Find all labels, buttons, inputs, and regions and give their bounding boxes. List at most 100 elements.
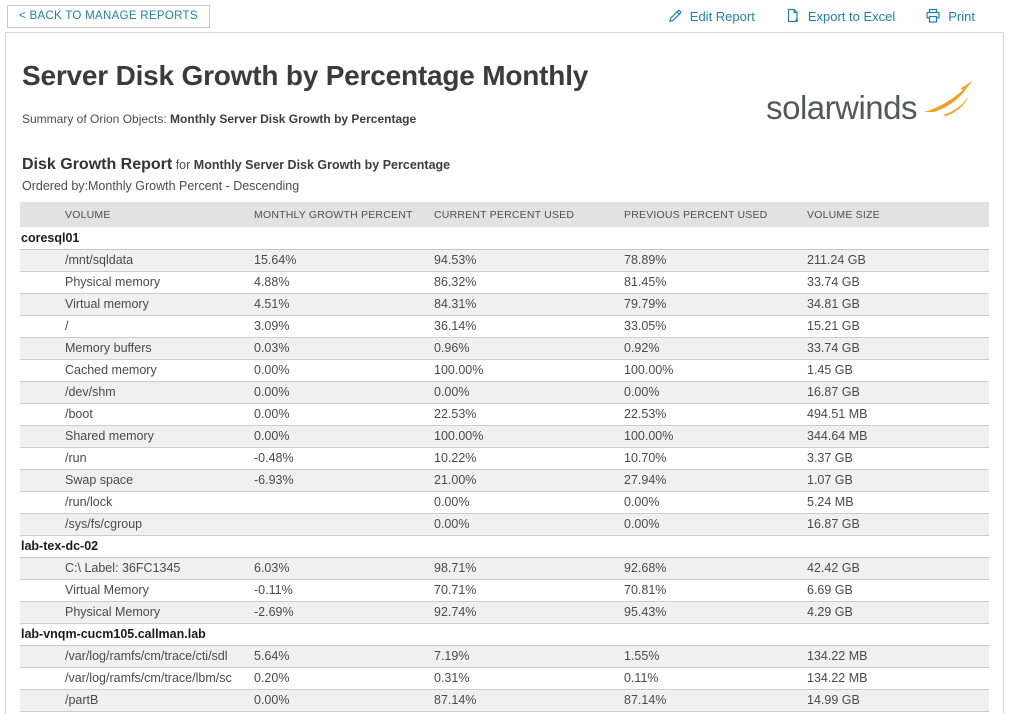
volume-size-cell: 4.29 GB — [807, 605, 853, 619]
previous-used-cell: 0.00% — [624, 517, 660, 531]
volume-cell: /sys/fs/cgroup — [65, 517, 143, 531]
table-row: Memory buffers 0.03% 0.96% 0.92% 33.74 GB — [20, 337, 989, 359]
previous-used-cell: 33.05% — [624, 319, 667, 333]
volume-size-cell: 6.69 GB — [807, 583, 853, 597]
current-used-cell: 100.00% — [434, 363, 484, 377]
monthly-growth-cell: 6.03% — [254, 561, 290, 575]
previous-used-cell: 92.68% — [624, 561, 667, 575]
group-name: coresql01 — [21, 230, 80, 245]
monthly-growth-cell: 0.00% — [254, 429, 290, 443]
summary-value: Monthly Server Disk Growth by Percentage — [170, 112, 417, 126]
pencil-icon — [667, 8, 683, 24]
current-used-cell: 94.53% — [434, 253, 477, 267]
export-to-excel-link[interactable]: Export to Excel — [785, 8, 895, 24]
monthly-growth-cell: 0.00% — [254, 385, 290, 399]
monthly-growth-cell: 0.03% — [254, 341, 290, 355]
volume-cell: /boot — [65, 407, 93, 421]
table-row: /mnt/sqldata 15.64% 94.53% 78.89% 211.24 GB — [20, 249, 989, 271]
section-for: for — [172, 158, 194, 172]
column-header: VOLUME SIZE — [807, 202, 989, 227]
current-used-cell: 21.00% — [434, 473, 477, 487]
summary-line: Summary of Orion Objects: Monthly Server… — [22, 112, 989, 126]
top-toolbar: < BACK TO MANAGE REPORTS Edit Report Exp… — [0, 0, 1009, 32]
volume-cell: Virtual memory — [65, 297, 149, 311]
previous-used-cell: 0.11% — [624, 671, 659, 685]
volume-cell: Physical Memory — [65, 605, 161, 619]
monthly-growth-cell: -6.93% — [254, 473, 294, 487]
edit-report-link[interactable]: Edit Report — [667, 8, 755, 24]
table-header-row: VOLUME MONTHLY GROWTH PERCENT CURRENT PERC… — [20, 202, 989, 227]
volume-size-cell: 134.22 MB — [807, 649, 868, 663]
table-row: Virtual memory 4.51% 84.31% 79.79% 34.81 GB — [20, 293, 989, 315]
table-row: Shared memory 0.00% 100.00% 100.00% 344.64 M… — [20, 425, 989, 447]
previous-used-cell: 27.94% — [624, 473, 667, 487]
print-label: Print — [948, 8, 975, 24]
table-row: Swap space -6.93% 21.00% 27.94% 1.07 GB — [20, 469, 989, 491]
table-row: /partB 0.00% 87.14% 87.14% 14.99 GB — [20, 689, 989, 711]
current-used-cell: 7.19% — [434, 649, 470, 663]
monthly-growth-cell: 5.64% — [254, 649, 290, 663]
previous-used-cell: 79.79% — [624, 297, 667, 311]
table-row: /var/log/ramfs/cm/trace/cti/sdl 5.64% 7.19… — [20, 645, 989, 667]
volume-size-cell: 16.87 GB — [807, 385, 860, 399]
previous-used-cell: 78.89% — [624, 253, 667, 267]
volume-size-cell: 33.74 GB — [807, 275, 860, 289]
export-to-excel-label: Export to Excel — [807, 8, 896, 24]
section-title: Disk Growth Report — [22, 156, 173, 173]
volume-cell: /partB — [65, 693, 99, 707]
solarwinds-logo-text: solarwinds — [766, 89, 917, 126]
volume-size-cell: 344.64 MB — [807, 429, 868, 443]
table-row: /boot 0.00% 22.53% 22.53% 494.51 MB — [20, 403, 989, 425]
current-used-cell: 70.71% — [434, 583, 477, 597]
current-used-cell: 98.71% — [434, 561, 477, 575]
volume-cell: Shared memory — [65, 429, 154, 443]
back-to-manage-reports-button[interactable]: < BACK TO MANAGE REPORTS — [7, 4, 210, 28]
monthly-growth-cell: 0.00% — [254, 407, 290, 421]
previous-used-cell: 0.00% — [624, 385, 660, 399]
report-table: VOLUME MONTHLY GROWTH PERCENT CURRENT PERC… — [20, 202, 989, 712]
volume-cell: / — [65, 319, 69, 333]
previous-used-cell: 70.81% — [624, 583, 667, 597]
current-used-cell: 22.53% — [434, 407, 477, 421]
previous-used-cell: 1.55% — [624, 649, 660, 663]
volume-size-cell: 494.51 MB — [807, 407, 868, 421]
monthly-growth-cell — [254, 491, 434, 513]
ordered-by-line: Ordered by:Monthly Growth Percent - Desc… — [22, 179, 300, 193]
previous-used-cell: 87.14% — [624, 693, 667, 707]
group-name: lab-vnqm-cucm105.callman.lab — [21, 627, 206, 641]
table-row: C:\ Label: 36FC1345 6.03% 98.71% 92.68% 42.4… — [20, 557, 989, 579]
section-subject: Monthly Server Disk Growth by Percentage — [193, 158, 451, 172]
print-link[interactable]: Print — [925, 8, 975, 24]
volume-cell: Physical memory — [65, 275, 161, 289]
edit-report-label: Edit Report — [689, 8, 755, 24]
volume-size-cell: 15.21 GB — [807, 319, 860, 333]
toolbar-actions: Edit Report Export to Excel Print — [667, 8, 975, 24]
table-row: /var/log/ramfs/cm/trace/lbm/sc 0.20% 0.31%… — [20, 667, 989, 689]
volume-cell: /mnt/sqldata — [65, 253, 134, 267]
previous-used-cell: 10.70% — [624, 451, 667, 465]
current-used-cell: 36.14% — [434, 319, 477, 333]
monthly-growth-cell: 4.88% — [254, 275, 290, 289]
monthly-growth-cell: -0.11% — [254, 583, 293, 597]
previous-used-cell: 100.00% — [624, 429, 674, 443]
volume-cell: /dev/shm — [65, 385, 116, 399]
table-row: /sys/fs/cgroup 0.00% 0.00% 16.87 GB — [20, 513, 989, 535]
current-used-cell: 0.96% — [434, 341, 470, 355]
table-row: /run/lock 0.00% 0.00% 5.24 MB — [20, 491, 989, 513]
monthly-growth-cell: 15.64% — [254, 253, 297, 267]
group-name: lab-tex-dc-02 — [21, 539, 99, 553]
monthly-growth-cell: 0.00% — [254, 693, 290, 707]
current-used-cell: 87.14% — [434, 693, 477, 707]
volume-cell: C:\ Label: 36FC1345 — [65, 561, 181, 575]
previous-used-cell: 100.00% — [624, 363, 674, 377]
volume-cell: /var/log/ramfs/cm/trace/cti/sdl — [65, 649, 228, 663]
volume-size-cell: 1.07 GB — [807, 473, 853, 487]
current-used-cell: 86.32% — [434, 275, 477, 289]
column-header: VOLUME — [20, 202, 254, 227]
volume-size-cell: 16.87 GB — [807, 517, 860, 531]
current-used-cell: 100.00% — [434, 429, 484, 443]
volume-size-cell: 5.24 MB — [807, 495, 854, 509]
volume-cell: /run/lock — [65, 495, 113, 509]
group-row: coresql01 — [20, 227, 989, 249]
previous-used-cell: 22.53% — [624, 407, 667, 421]
